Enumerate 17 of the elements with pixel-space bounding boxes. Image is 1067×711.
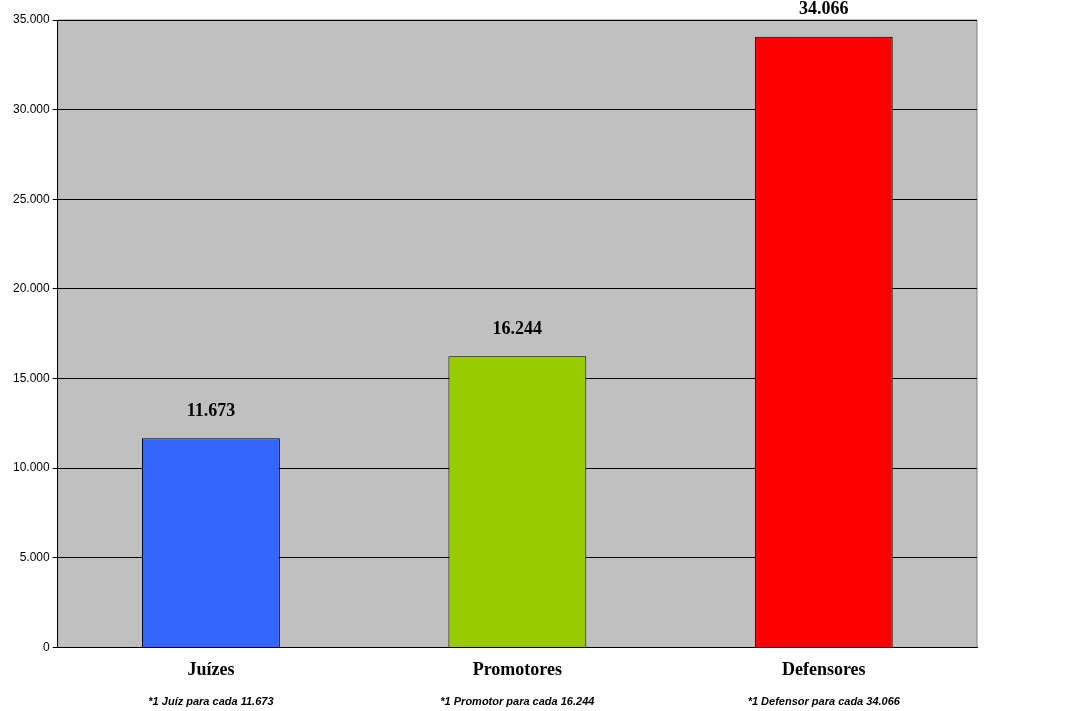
y-tick-label: 0	[43, 639, 51, 654]
y-tick-label: 5.000	[19, 550, 51, 565]
text: *1 Promotor para cada 16.244	[440, 695, 595, 708]
x-tick-label: Juízes	[187, 658, 235, 679]
data-label: 11.673	[186, 399, 236, 420]
y-tick-label: 15.000	[13, 370, 51, 385]
text: *1 Juíz para cada 11.673	[148, 695, 274, 708]
x-tick-label: Promotores	[472, 658, 563, 679]
y-tick-label: 35.000	[13, 12, 51, 27]
y-tick-label: 25.000	[13, 191, 51, 206]
data-label: 34.066	[799, 0, 849, 19]
y-tick-label: 30.000	[13, 101, 51, 116]
y-tick-label: 20.000	[13, 281, 51, 296]
data-label: 16.244	[492, 317, 543, 338]
x-tick-label: Defensores	[781, 658, 866, 679]
y-tick-label: 10.000	[13, 460, 51, 475]
text: *1 Defensor para cada 34.066	[747, 695, 901, 708]
